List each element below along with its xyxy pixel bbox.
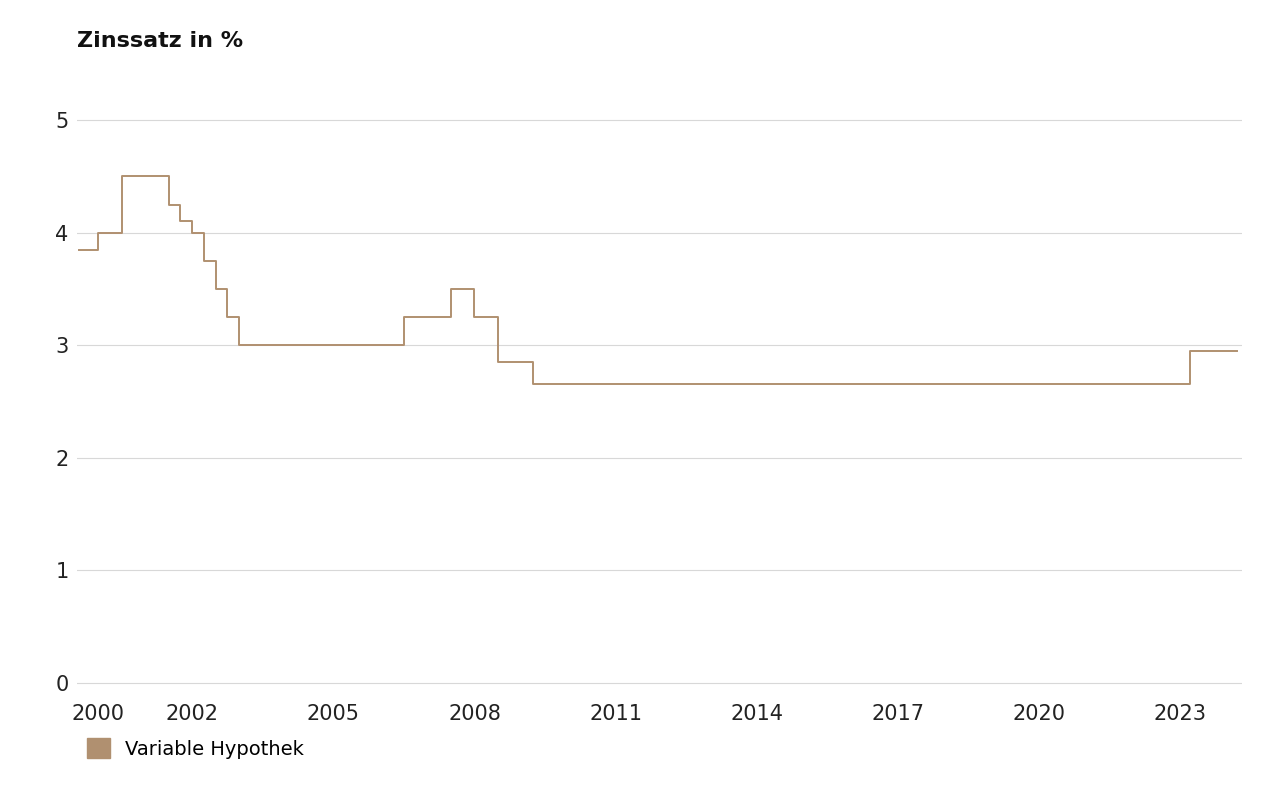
Legend: Variable Hypothek: Variable Hypothek bbox=[87, 738, 305, 759]
Text: Zinssatz in %: Zinssatz in % bbox=[77, 31, 243, 51]
